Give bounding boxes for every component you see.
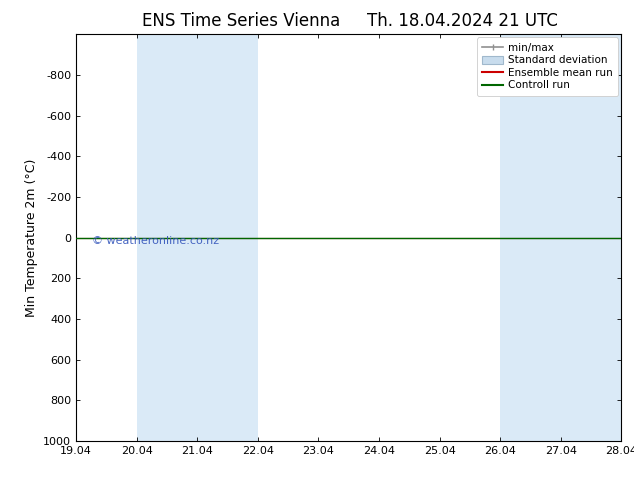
Bar	[500, 34, 560, 441]
Text: ENS Time Series Vienna: ENS Time Series Vienna	[142, 12, 340, 30]
Legend: min/max, Standard deviation, Ensemble mean run, Controll run: min/max, Standard deviation, Ensemble me…	[477, 37, 618, 96]
Bar	[137, 34, 197, 441]
Bar	[621, 34, 634, 441]
Bar	[197, 34, 258, 441]
Text: © weatheronline.co.nz: © weatheronline.co.nz	[93, 236, 219, 245]
Text: Th. 18.04.2024 21 UTC: Th. 18.04.2024 21 UTC	[367, 12, 559, 30]
Bar	[560, 34, 621, 441]
Y-axis label: Min Temperature 2m (°C): Min Temperature 2m (°C)	[25, 158, 37, 317]
